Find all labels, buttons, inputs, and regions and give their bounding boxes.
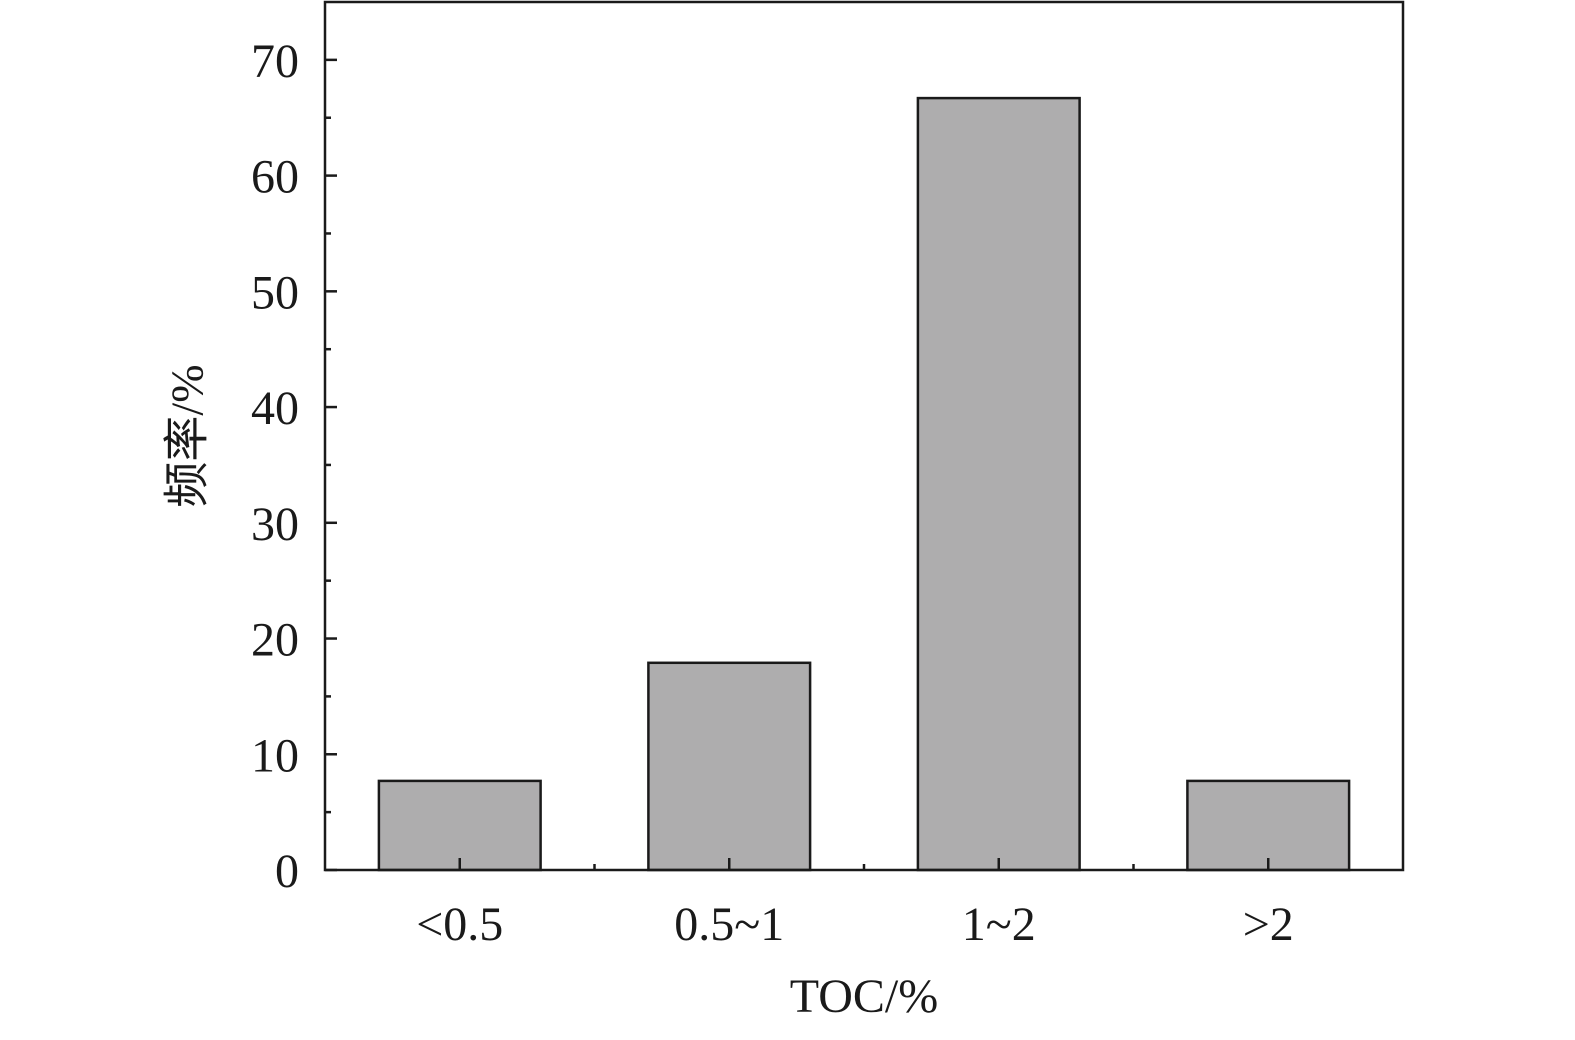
y-tick-label-10: 10 — [251, 729, 299, 782]
bars-layer — [377, 96, 1351, 872]
y-tick-label-0: 0 — [275, 845, 299, 898]
bar-2 — [647, 661, 812, 872]
bar-4 — [1186, 779, 1351, 872]
bar-1 — [377, 779, 542, 872]
x-tick-label-1: <0.5 — [416, 898, 503, 951]
x-tick-label-2: 0.5~1 — [674, 898, 784, 951]
y-tick-label-60: 60 — [251, 151, 299, 204]
y-tick-label-50: 50 — [251, 266, 299, 319]
x-axis-title: TOC/% — [790, 970, 938, 1023]
y-tick-label-70: 70 — [251, 35, 299, 88]
x-tick-label-3: 1~2 — [962, 898, 1036, 951]
y-tick-label-20: 20 — [251, 614, 299, 667]
y-tick-label-30: 30 — [251, 498, 299, 551]
y-axis-title: 频率/% — [162, 364, 213, 507]
plot-frame — [323, 0, 1405, 872]
labels-layer: 0 10 20 30 40 50 60 70 <0.5 0.5~1 1~2 >2 — [251, 35, 1294, 951]
ticks-layer — [325, 58, 1270, 872]
y-tick-label-40: 40 — [251, 382, 299, 435]
bar-3 — [916, 96, 1081, 872]
x-tick-label-4: >2 — [1243, 898, 1294, 951]
